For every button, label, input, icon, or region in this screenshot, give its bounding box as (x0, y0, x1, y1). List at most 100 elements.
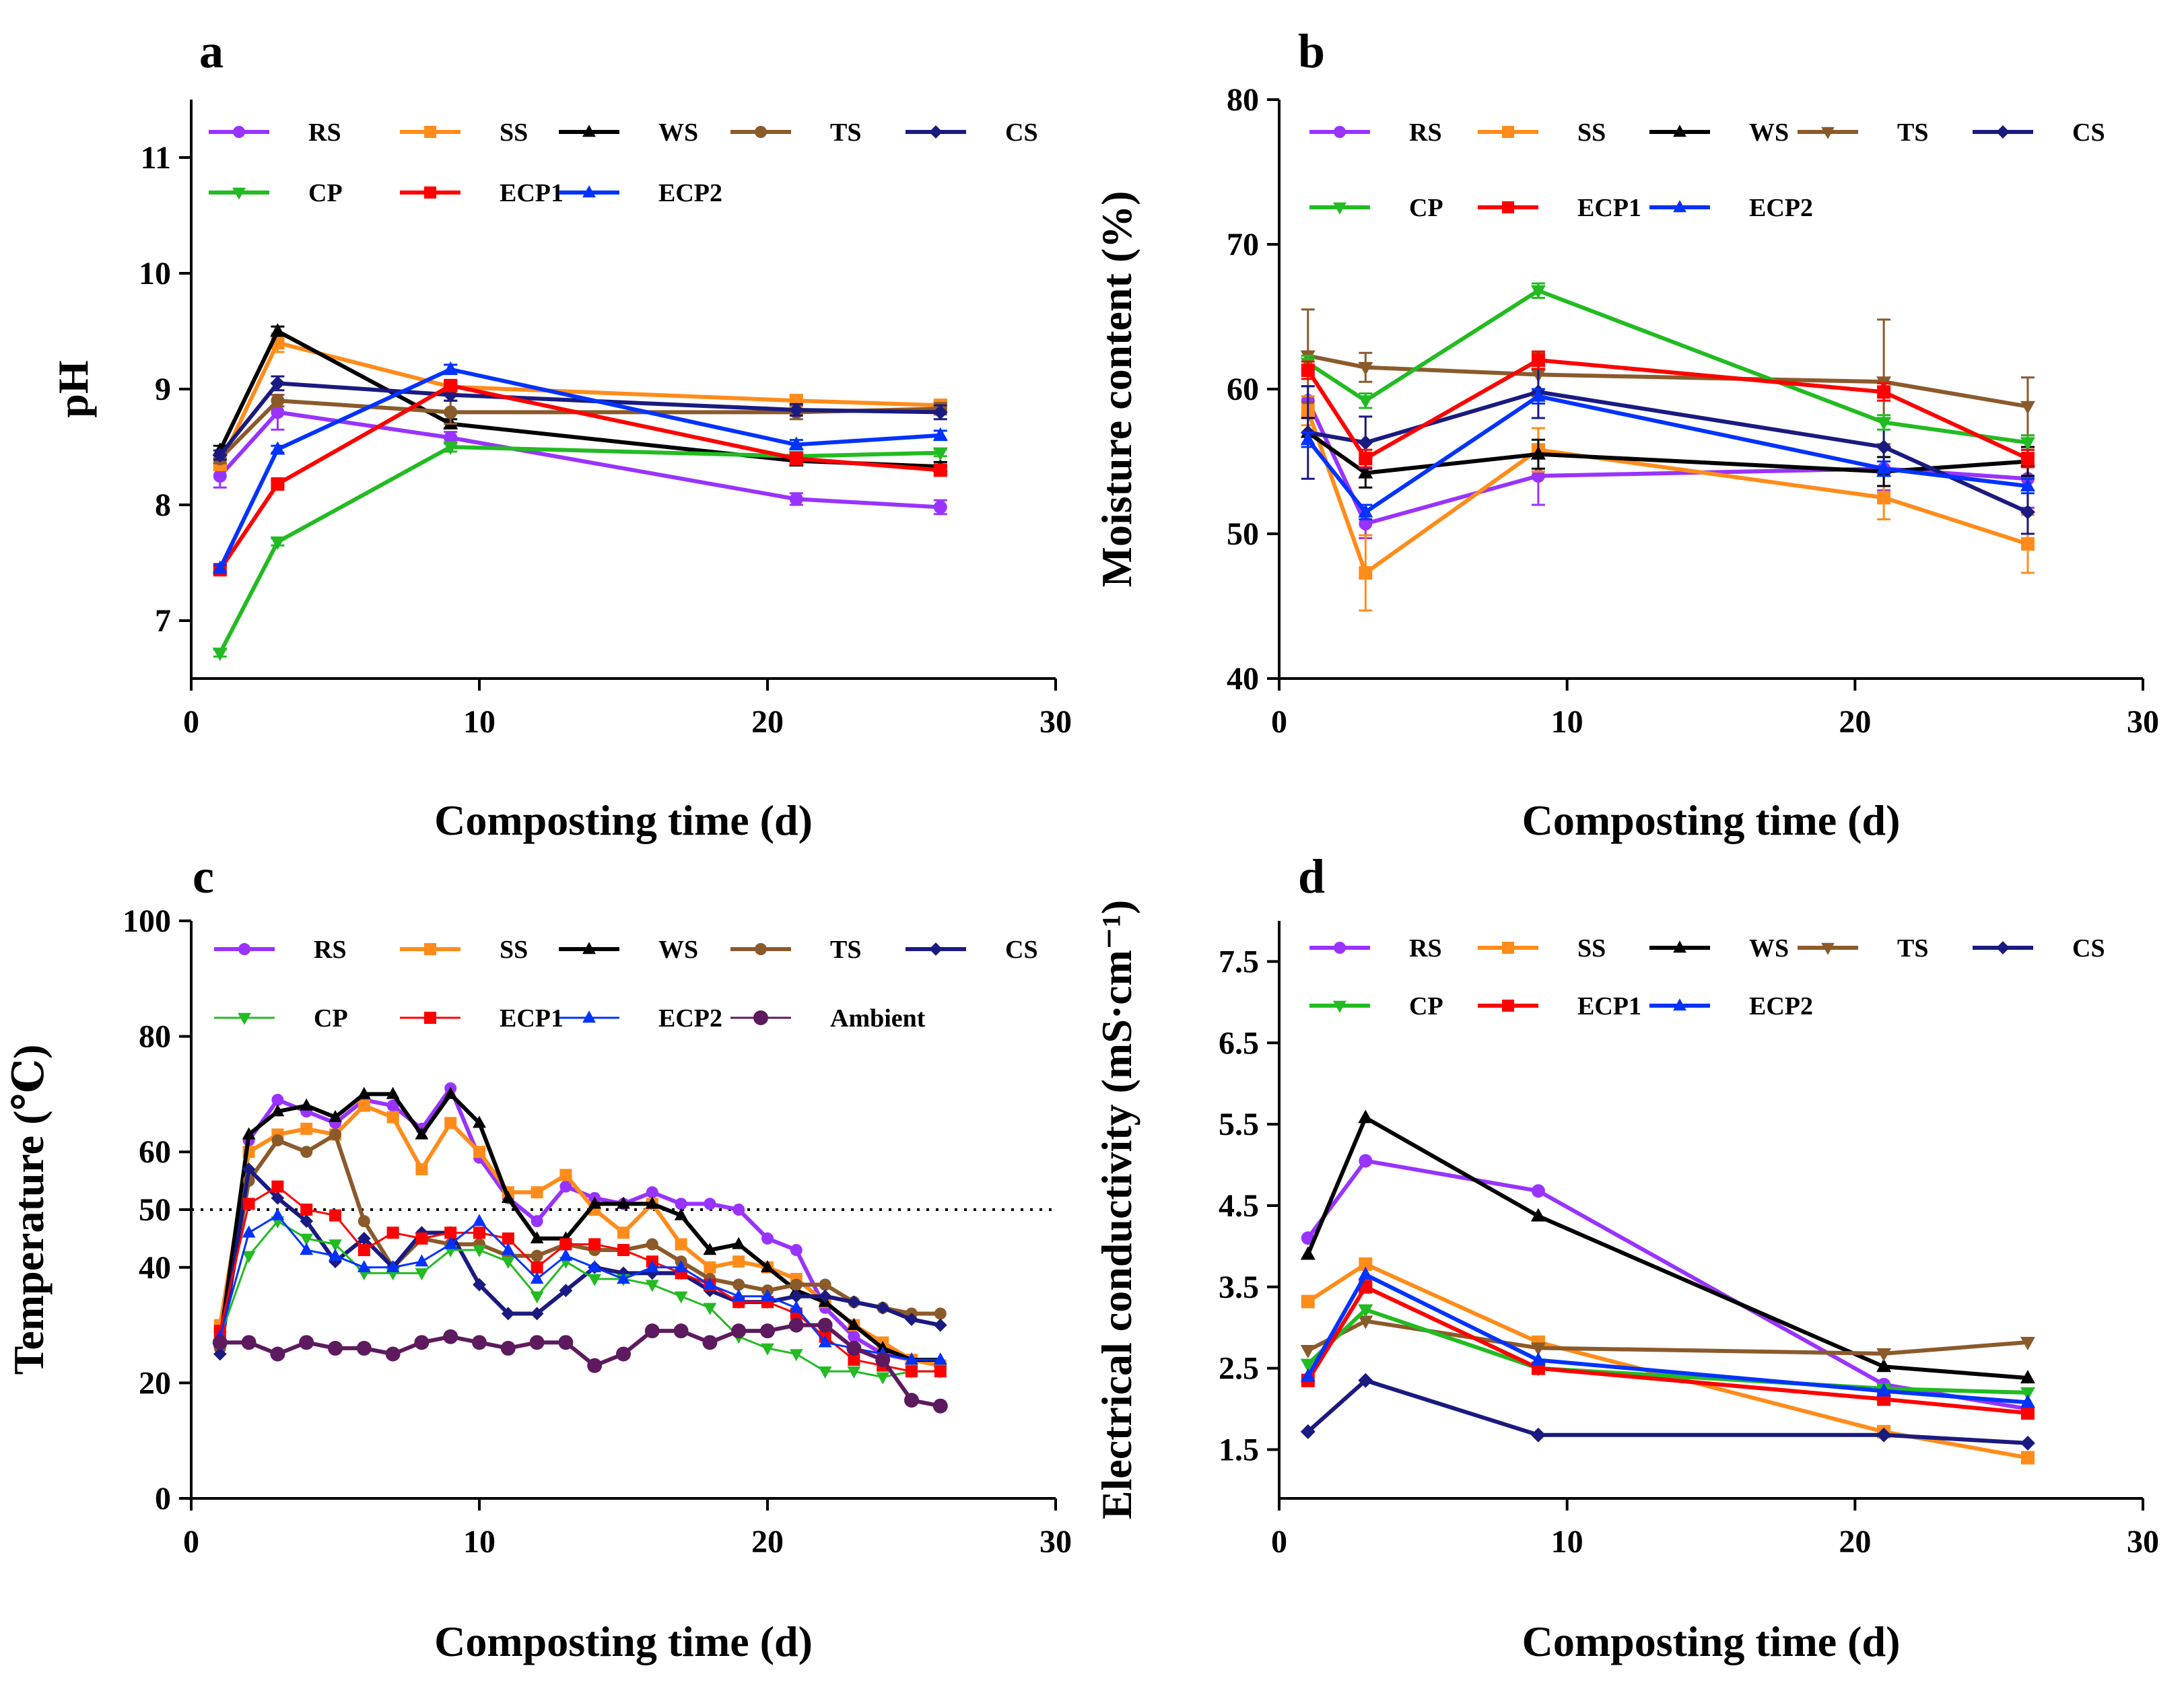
x-tick-label: 30 (1039, 704, 1072, 740)
data-point (300, 1204, 313, 1216)
data-point (1876, 1358, 1892, 1373)
data-point (212, 1335, 228, 1350)
data-point (500, 1340, 516, 1356)
legend-item-cp: CP (1309, 992, 1443, 1020)
series-cp (212, 441, 948, 662)
y-tick-label: 70 (1227, 227, 1259, 263)
legend-marker (582, 1010, 596, 1023)
legend-marker (1334, 942, 1346, 954)
data-point (1530, 1427, 1546, 1443)
legend-marker (1502, 201, 1514, 213)
legend-label: SS (1577, 118, 1606, 147)
data-point (2020, 1387, 2035, 1401)
legend-marker (1333, 1000, 1346, 1013)
series-ecp1 (213, 378, 947, 577)
series-line (1306, 358, 2029, 461)
y-axis-title: Moisture content (%) (1093, 191, 1140, 588)
data-point (1876, 1383, 1892, 1397)
legend-marker (929, 125, 943, 139)
data-point (271, 477, 285, 491)
data-point (501, 1243, 515, 1255)
legend-item-ts: TS (1798, 118, 1928, 147)
data-point (300, 1098, 314, 1111)
legend-label: CP (1409, 992, 1443, 1020)
data-point (530, 1231, 544, 1244)
data-point (1876, 417, 1892, 431)
x-tick-label: 10 (463, 704, 496, 740)
data-point (789, 492, 803, 506)
legend-label: CP (1409, 194, 1443, 222)
y-tick-label: 40 (139, 1250, 171, 1286)
data-point (674, 1260, 688, 1272)
data-point (1300, 1358, 1316, 1373)
y-tick-label: 50 (139, 1192, 171, 1228)
data-point (241, 1335, 257, 1350)
data-point (386, 1226, 399, 1239)
data-point (1358, 1304, 1373, 1318)
data-point (932, 405, 948, 420)
x-tick-label: 10 (1551, 704, 1583, 740)
data-point (761, 1232, 774, 1245)
data-point (415, 1268, 429, 1281)
data-point (933, 500, 947, 514)
data-point (2020, 1394, 2035, 1408)
series-cp (1300, 282, 2035, 451)
legend-item-cp: CP (209, 179, 343, 207)
legend: RS SS WS TS CS CP ECP1 ECP2 Ambient (214, 936, 1038, 1033)
data-point (905, 1352, 918, 1365)
data-point (1530, 285, 1546, 299)
legend-item-ecp2: ECP2 (559, 1004, 722, 1033)
legend-label: RS (1409, 118, 1442, 147)
data-point (1300, 1345, 1316, 1359)
legend-label: RS (1409, 934, 1442, 963)
data-point (703, 1243, 717, 1255)
legend-item-ecp2: ECP2 (559, 179, 722, 207)
legend-marker (1673, 200, 1686, 213)
y-tick-label: 50 (1227, 516, 1259, 552)
data-point (645, 1280, 659, 1292)
data-point (1876, 440, 1892, 454)
series-ws (1300, 1109, 2035, 1384)
series-cs (212, 375, 948, 463)
data-point (2020, 1435, 2035, 1451)
legend-label: TS (830, 936, 861, 964)
data-point (502, 1232, 514, 1245)
legend-marker (1821, 942, 1835, 955)
legend-item-rs: RS (209, 118, 341, 147)
data-point (501, 1191, 515, 1204)
data-point (703, 1303, 717, 1315)
data-point (530, 1291, 544, 1304)
series-line (219, 1323, 941, 1408)
data-point (444, 1237, 458, 1249)
data-point (242, 1127, 256, 1140)
data-point (386, 1086, 400, 1099)
data-point (1358, 1373, 1373, 1388)
legend-item-ss: SS (1478, 934, 1606, 963)
legend-marker (1502, 1000, 1514, 1012)
data-point (357, 1099, 370, 1112)
legend-label: WS (658, 118, 698, 147)
data-point (646, 1238, 658, 1251)
data-point (906, 1365, 918, 1378)
data-point (329, 1248, 342, 1261)
legend-item-ts: TS (730, 118, 861, 147)
data-point (385, 1346, 401, 1362)
y-tick-label: 6.5 (1219, 1025, 1259, 1061)
legend-label: ECP2 (658, 1004, 722, 1033)
data-point (1301, 1294, 1315, 1309)
data-point (357, 1215, 370, 1228)
data-point (212, 560, 228, 574)
legend-marker (582, 185, 596, 198)
data-point (588, 1196, 602, 1209)
x-tick-label: 10 (463, 1524, 496, 1560)
data-point (1876, 1427, 1892, 1443)
data-point (271, 1191, 285, 1205)
data-point (1359, 452, 1373, 466)
legend-marker (1673, 940, 1686, 953)
data-point (588, 1260, 602, 1272)
data-point (2020, 401, 2035, 415)
data-point (1531, 353, 1545, 367)
data-point (703, 1277, 717, 1290)
y-tick-label: 7.5 (1219, 944, 1259, 979)
